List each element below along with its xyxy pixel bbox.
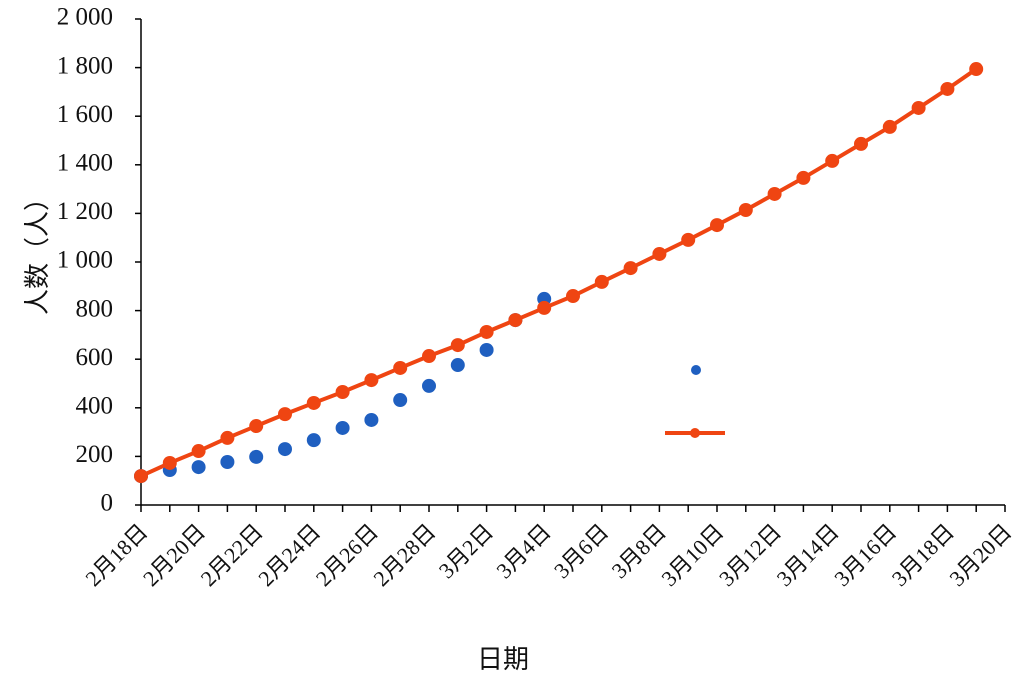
y-tick-label: 1 800 — [57, 52, 113, 79]
data-point — [335, 385, 350, 400]
data-point — [220, 430, 235, 445]
x-tick-label: 2月22日 — [196, 519, 268, 591]
data-point — [450, 358, 465, 373]
y-tick-label: 400 — [76, 393, 114, 420]
y-tick-label: 1 400 — [57, 150, 113, 177]
data-point — [882, 119, 897, 134]
x-axis-label: 日期 — [477, 645, 529, 674]
data-point — [306, 433, 321, 448]
y-axis-label: 人数（人） — [23, 185, 52, 315]
data-point — [911, 100, 926, 115]
legend-marker — [690, 428, 700, 438]
data-point — [537, 300, 552, 315]
data-point — [623, 261, 638, 276]
data-point — [767, 186, 782, 201]
data-point — [278, 407, 292, 422]
data-point — [393, 360, 408, 375]
x-tick-label: 3月10日 — [656, 519, 728, 591]
data-point — [796, 170, 811, 185]
data-point — [162, 455, 177, 470]
y-tick-label: 1 000 — [57, 247, 113, 274]
y-tick-label: 200 — [76, 441, 114, 468]
data-point — [450, 338, 465, 353]
data-point — [710, 218, 724, 233]
y-tick-label: 600 — [76, 344, 114, 371]
data-point — [479, 342, 494, 357]
x-tick-label: 2月18日 — [80, 519, 152, 591]
data-point — [969, 62, 984, 77]
data-point — [249, 419, 264, 434]
data-point — [335, 420, 350, 435]
x-tick-label: 3月2日 — [434, 519, 498, 583]
y-tick-label: 800 — [76, 295, 114, 322]
x-tick-label: 3月12日 — [714, 519, 786, 591]
data-point — [249, 449, 264, 464]
y-tick-label: 2 000 — [57, 4, 113, 31]
data-point — [134, 469, 148, 484]
x-tick-label: 3月4日 — [491, 519, 555, 583]
data-point — [422, 378, 436, 393]
y-tick-label: 1 600 — [57, 101, 113, 128]
data-point — [940, 81, 955, 96]
x-tick-label: 2月28日 — [368, 519, 440, 591]
x-tick-label: 2月20日 — [138, 519, 210, 591]
x-tick-label: 3月20日 — [944, 519, 1016, 591]
data-point — [306, 395, 321, 410]
data-point — [393, 393, 408, 408]
data-point — [479, 324, 494, 339]
y-tick-label: 1 200 — [57, 198, 113, 225]
x-tick-label: 3月14日 — [772, 519, 844, 591]
data-point — [364, 412, 379, 427]
trend-line — [140, 67, 978, 478]
data-point — [364, 373, 379, 388]
x-tick-label: 2月24日 — [253, 519, 325, 591]
data-point — [191, 444, 206, 459]
data-point — [191, 460, 206, 475]
legend-marker — [691, 365, 701, 375]
y-tick-label: 0 — [101, 490, 114, 517]
data-point — [854, 136, 868, 151]
data-point — [220, 454, 235, 469]
x-tick-label: 3月6日 — [549, 519, 613, 583]
data-point — [278, 442, 292, 457]
data-point — [825, 153, 840, 168]
data-point — [652, 246, 667, 261]
x-tick-label: 2月26日 — [311, 519, 383, 591]
data-point — [566, 289, 580, 304]
data-point — [508, 313, 523, 328]
data-point — [738, 202, 753, 217]
data-point — [681, 232, 696, 247]
x-tick-label: 3月16日 — [829, 519, 901, 591]
data-point — [422, 349, 436, 364]
x-tick-label: 3月18日 — [887, 519, 959, 591]
data-point — [594, 274, 609, 289]
